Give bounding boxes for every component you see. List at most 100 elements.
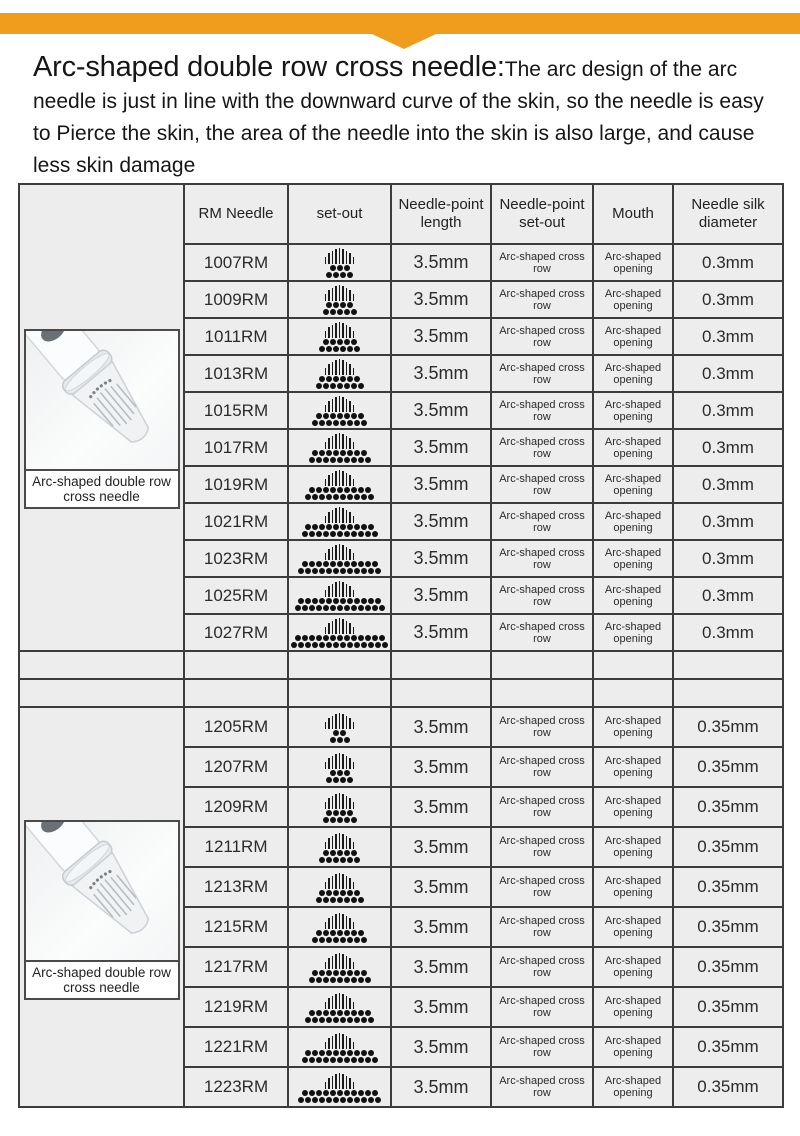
dots-row-bottom bbox=[290, 736, 389, 743]
mouth-cell: Arc-shaped opening bbox=[592, 280, 674, 319]
table-row: 1013RM 3.5mm Arc-shaped cross row Arc-shape… bbox=[19, 354, 784, 393]
header-needle-point-length: Needle-point length bbox=[390, 183, 492, 245]
model-cell: 1019RM bbox=[183, 465, 289, 504]
empty-cell bbox=[672, 678, 784, 708]
table-row: Arc-shaped double row cross needle 1205R… bbox=[18, 706, 784, 1108]
needle-cartridge-illustration bbox=[25, 822, 149, 934]
needle-point-length-cell: 3.5mm bbox=[390, 706, 492, 748]
dots-row-bottom bbox=[290, 346, 389, 352]
empty-cell bbox=[490, 650, 594, 680]
needle-setout-diagram bbox=[287, 1066, 392, 1108]
needle-lines-icon bbox=[290, 912, 389, 929]
mouth-cell: Arc-shaped opening bbox=[592, 391, 674, 430]
model-cell: 1211RM bbox=[183, 826, 289, 868]
dots-row-bottom bbox=[290, 494, 389, 500]
product-image-box: Arc-shaped double row cross needle bbox=[23, 329, 180, 509]
dots-row-top bbox=[290, 450, 389, 456]
needle-silk-diameter-cell: 0.3mm bbox=[672, 539, 784, 578]
empty-cell bbox=[287, 678, 392, 708]
needle-point-setout-cell: Arc-shaped cross row bbox=[490, 946, 594, 988]
mouth-cell: Arc-shaped opening bbox=[592, 866, 674, 908]
needle-silk-diameter-cell: 0.3mm bbox=[672, 465, 784, 504]
intro-description: The arc design of the arc needle is just… bbox=[33, 58, 764, 177]
dots-row-bottom bbox=[290, 856, 389, 863]
dots-row-bottom bbox=[290, 816, 389, 823]
table-row: 1017RM 3.5mm Arc-shaped cross row Arc-shape… bbox=[19, 428, 784, 467]
table-row: 1027RM 3.5mm Arc-shaped cross row Arc-shape… bbox=[19, 613, 784, 652]
empty-cell bbox=[183, 678, 289, 708]
dots-row-bottom bbox=[290, 936, 389, 943]
needle-setout-diagram bbox=[287, 243, 392, 282]
mouth-cell: Arc-shaped opening bbox=[592, 539, 674, 578]
product-image-cell-1: Arc-shaped double row cross needle bbox=[18, 183, 185, 652]
mouth-cell: Arc-shaped opening bbox=[592, 317, 674, 356]
table-row: 1213RM 3.5mm Arc-shaped cross row Arc-shape… bbox=[19, 866, 784, 908]
dots-row-top bbox=[290, 769, 389, 776]
needle-silk-diameter-cell: 0.35mm bbox=[672, 946, 784, 988]
needle-point-setout-cell: Arc-shaped cross row bbox=[490, 354, 594, 393]
needle-silk-diameter-cell: 0.35mm bbox=[672, 906, 784, 948]
orange-header-bar bbox=[0, 13, 800, 34]
needle-point-length-cell: 3.5mm bbox=[390, 243, 492, 282]
needle-silk-diameter-cell: 0.3mm bbox=[672, 391, 784, 430]
empty-cell bbox=[390, 678, 492, 708]
needle-point-setout-cell: Arc-shaped cross row bbox=[490, 906, 594, 948]
needle-setout-diagram bbox=[287, 826, 392, 868]
needle-silk-diameter-cell: 0.35mm bbox=[672, 1066, 784, 1108]
needle-point-length-cell: 3.5mm bbox=[390, 986, 492, 1028]
dots-row-top bbox=[290, 487, 389, 493]
needle-setout-diagram bbox=[287, 539, 392, 578]
product-image-cell-2: Arc-shaped double row cross needle bbox=[18, 706, 185, 1108]
needle-point-length-cell: 3.5mm bbox=[390, 906, 492, 948]
empty-cell bbox=[390, 650, 492, 680]
header-needle-silk-diameter: Needle silk diameter bbox=[672, 183, 784, 245]
intro-paragraph: Arc-shaped double row cross needle:The a… bbox=[33, 52, 785, 183]
mouth-cell: Arc-shaped opening bbox=[592, 906, 674, 948]
empty-cell bbox=[592, 678, 674, 708]
dots-row-bottom bbox=[290, 420, 389, 426]
needle-point-setout-cell: Arc-shaped cross row bbox=[490, 502, 594, 541]
needle-point-setout-cell: Arc-shaped cross row bbox=[490, 428, 594, 467]
needle-setout-diagram bbox=[287, 354, 392, 393]
model-cell: 1009RM bbox=[183, 280, 289, 319]
header-rm-needle: RM Needle bbox=[183, 183, 289, 245]
page-title: Arc-shaped double row cross needle: bbox=[33, 51, 505, 83]
needle-lines-icon bbox=[290, 248, 389, 264]
needle-lines-icon bbox=[290, 433, 389, 449]
needle-silk-diameter-cell: 0.3mm bbox=[672, 280, 784, 319]
needle-point-length-cell: 3.5mm bbox=[390, 465, 492, 504]
needle-point-setout-cell: Arc-shaped cross row bbox=[490, 1026, 594, 1068]
model-cell: 1221RM bbox=[183, 1026, 289, 1068]
model-cell: 1007RM bbox=[183, 243, 289, 282]
dots-row-top bbox=[290, 524, 389, 530]
dots-row-bottom bbox=[290, 896, 389, 903]
dots-row-top bbox=[290, 969, 389, 976]
needle-lines-icon bbox=[290, 581, 389, 597]
table-row: 1019RM 3.5mm Arc-shaped cross row Arc-shape… bbox=[19, 465, 784, 504]
table-row: 1011RM 3.5mm Arc-shaped cross row Arc-shape… bbox=[19, 317, 784, 356]
needle-silk-diameter-cell: 0.3mm bbox=[672, 317, 784, 356]
mouth-cell: Arc-shaped opening bbox=[592, 746, 674, 788]
model-cell: 1209RM bbox=[183, 786, 289, 828]
mouth-cell: Arc-shaped opening bbox=[592, 465, 674, 504]
needle-point-length-cell: 3.5mm bbox=[390, 576, 492, 615]
needle-point-setout-cell: Arc-shaped cross row bbox=[490, 243, 594, 282]
table-header-row: Arc-shaped double row cross needle RM Ne… bbox=[18, 183, 784, 652]
table-row: 1023RM 3.5mm Arc-shaped cross row Arc-shape… bbox=[19, 539, 784, 578]
table-row: 1015RM 3.5mm Arc-shaped cross row Arc-shape… bbox=[19, 391, 784, 430]
needle-point-setout-cell: Arc-shaped cross row bbox=[490, 613, 594, 652]
table-row: 1223RM 3.5mm Arc-shaped cross row Arc-shape… bbox=[19, 1066, 784, 1108]
needle-point-setout-cell: Arc-shaped cross row bbox=[490, 986, 594, 1028]
needle-setout-diagram bbox=[287, 391, 392, 430]
dots-row-bottom bbox=[290, 976, 389, 983]
model-cell: 1017RM bbox=[183, 428, 289, 467]
dots-row-top bbox=[290, 809, 389, 816]
needle-silk-diameter-cell: 0.35mm bbox=[672, 746, 784, 788]
needle-point-setout-cell: Arc-shaped cross row bbox=[490, 391, 594, 430]
mouth-cell: Arc-shaped opening bbox=[592, 576, 674, 615]
needle-point-length-cell: 3.5mm bbox=[390, 280, 492, 319]
dots-row-bottom bbox=[290, 457, 389, 463]
table-row: 1207RM 3.5mm Arc-shaped cross row Arc-shape… bbox=[19, 746, 784, 788]
needle-setout-diagram bbox=[287, 786, 392, 828]
needle-point-setout-cell: Arc-shaped cross row bbox=[490, 866, 594, 908]
